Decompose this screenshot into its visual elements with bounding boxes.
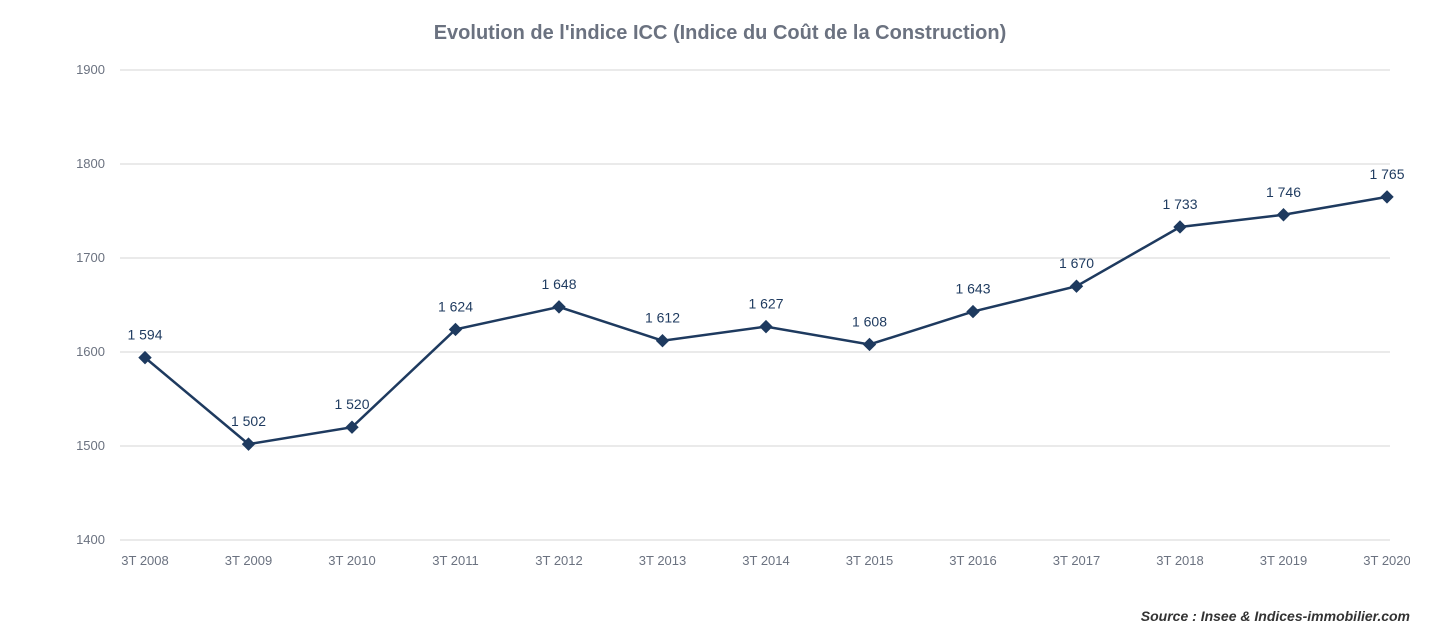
y-axis-label: 1700 <box>76 250 105 265</box>
data-value-label: 1 765 <box>1369 166 1404 182</box>
y-axis-label: 1900 <box>76 65 105 77</box>
data-value-label: 1 733 <box>1162 196 1197 212</box>
data-marker <box>1381 191 1393 203</box>
x-axis-label: 3T 2009 <box>225 553 272 568</box>
data-marker <box>1174 221 1186 233</box>
data-value-label: 1 624 <box>438 298 473 314</box>
x-axis-label: 3T 2014 <box>742 553 789 568</box>
x-axis-label: 3T 2020 <box>1363 553 1410 568</box>
x-axis-label: 3T 2018 <box>1156 553 1203 568</box>
data-marker <box>1071 280 1083 292</box>
x-axis-label: 3T 2019 <box>1260 553 1307 568</box>
data-value-label: 1 670 <box>1059 255 1094 271</box>
y-axis-label: 1600 <box>76 344 105 359</box>
line-chart-svg: 1400 1500 1600 1700 1800 1900 3T 2008 3T 2009 3T… <box>65 65 1410 575</box>
data-marker <box>967 306 979 318</box>
data-marker <box>1278 209 1290 221</box>
y-axis-label: 1500 <box>76 438 105 453</box>
y-axis-label: 1400 <box>76 532 105 547</box>
data-value-label: 1 643 <box>955 281 990 297</box>
x-axis-label: 3T 2016 <box>949 553 996 568</box>
source-label: Source : Insee & Indices-immobilier.com <box>1141 608 1410 624</box>
data-value-label: 1 627 <box>748 296 783 312</box>
data-marker <box>864 338 876 350</box>
x-axis-label: 3T 2011 <box>432 553 479 568</box>
data-value-label: 1 520 <box>334 396 369 412</box>
x-axis-label: 3T 2008 <box>121 553 168 568</box>
x-axis-label: 3T 2010 <box>328 553 375 568</box>
data-marker <box>760 321 772 333</box>
data-value-label: 1 648 <box>541 276 576 292</box>
x-axis-label: 3T 2013 <box>639 553 686 568</box>
data-marker <box>553 301 565 313</box>
data-marker <box>657 335 669 347</box>
x-axis-label: 3T 2012 <box>535 553 582 568</box>
chart-area: 1400 1500 1600 1700 1800 1900 3T 2008 3T 2009 3T… <box>65 65 1410 575</box>
data-value-label: 1 502 <box>231 413 266 429</box>
data-value-label: 1 608 <box>852 313 887 329</box>
chart-title: Evolution de l'indice ICC (Indice du Coû… <box>0 0 1440 55</box>
data-value-label: 1 594 <box>127 327 162 343</box>
y-axis-label: 1800 <box>76 156 105 171</box>
data-value-label: 1 746 <box>1266 184 1301 200</box>
x-axis-label: 3T 2017 <box>1053 553 1100 568</box>
x-axis-label: 3T 2015 <box>846 553 893 568</box>
data-value-label: 1 612 <box>645 310 680 326</box>
